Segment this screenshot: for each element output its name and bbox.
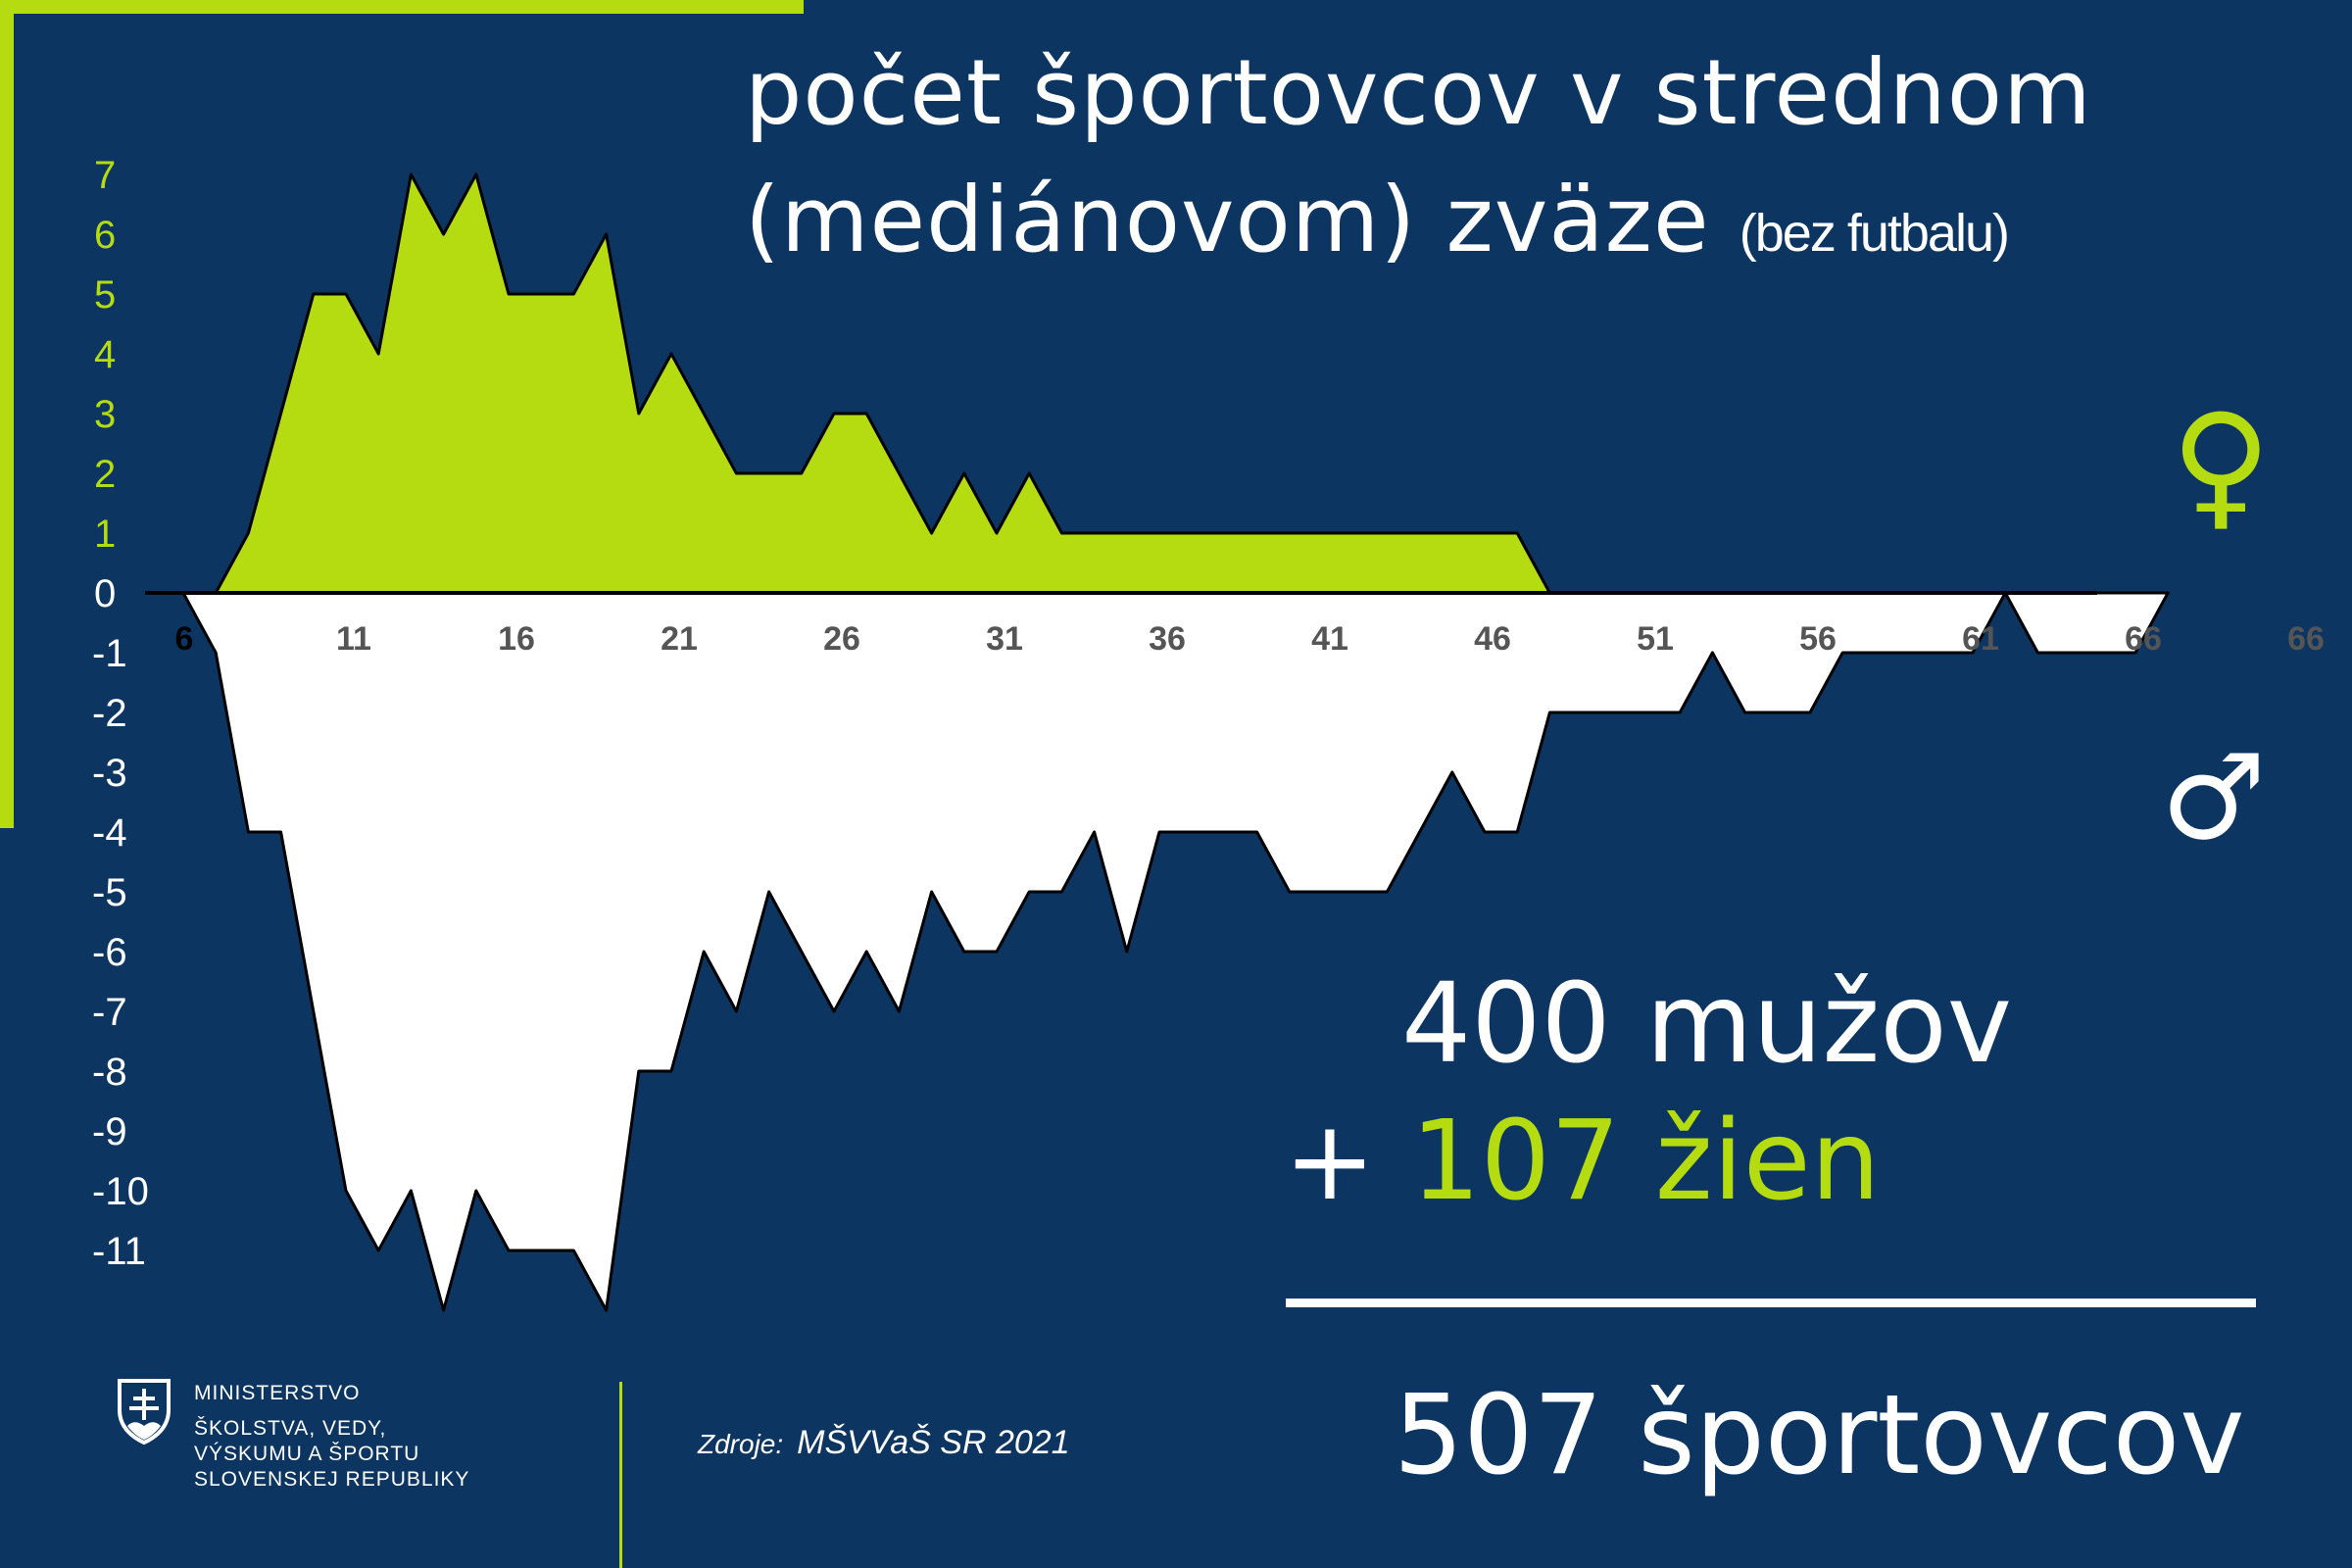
accent-bar-top xyxy=(0,0,804,14)
y-tick-label: -6 xyxy=(92,931,127,974)
women-area-series xyxy=(181,172,1551,595)
total-men: 400 mužov xyxy=(1401,960,2013,1088)
x-tick-label: 11 xyxy=(336,620,371,658)
x-tick-label: 61 xyxy=(1962,620,1999,658)
y-tick-label: 4 xyxy=(94,333,116,376)
y-tick-label: 6 xyxy=(94,214,116,257)
y-tick-label: 2 xyxy=(94,453,116,496)
men-area-series xyxy=(181,591,2170,1312)
x-tick-label: 36 xyxy=(1149,620,1186,658)
ministry-line-1: MINISTERSTVO xyxy=(194,1382,361,1404)
title-line-2-main: (mediánovom) zväze xyxy=(745,168,1710,272)
title-note: (bez futbalu) xyxy=(1739,204,2010,263)
y-tick-label: -3 xyxy=(92,752,127,795)
y-tick-label: 0 xyxy=(94,572,116,615)
title-line-2: (mediánovom) zväze (bez futbalu) xyxy=(745,157,2332,297)
y-tick-label: -5 xyxy=(92,871,127,914)
y-tick-label: -1 xyxy=(92,632,127,675)
y-tick-label: -8 xyxy=(92,1051,127,1094)
accent-bar-left xyxy=(0,0,14,828)
x-tick-label: 26 xyxy=(823,620,860,658)
female-symbol-icon: ♀ xyxy=(2171,385,2272,545)
x-tick-label: 66 xyxy=(2125,620,2162,658)
chart-title: počet športovcov v strednom (mediánovom)… xyxy=(745,29,2332,297)
y-tick-label: 7 xyxy=(94,154,116,197)
ministry-line-3: VÝSKUMU A ŠPORTU xyxy=(194,1443,420,1465)
x-tick-label: 16 xyxy=(498,620,535,658)
male-symbol-icon: ♂ xyxy=(2161,730,2267,866)
footer-divider xyxy=(619,1382,622,1568)
x-tick-label: 56 xyxy=(1799,620,1837,658)
sum-line xyxy=(1286,1298,2256,1307)
x-tick-label: 46 xyxy=(1474,620,1511,658)
source-label: Zdroje: xyxy=(698,1429,784,1459)
x-tick-label: 66 xyxy=(2287,620,2325,658)
ministry-logo: MINISTERSTVO ŠKOLSTVA, VEDY, VÝSKUMU A Š… xyxy=(116,1377,508,1524)
source-note: Zdroje: MŠVVaŠ SR 2021 xyxy=(698,1421,1070,1466)
x-tick-label: 51 xyxy=(1637,620,1674,658)
y-tick-label: -11 xyxy=(92,1230,146,1273)
total-athletes: 507 športovcov xyxy=(1394,1372,2245,1499)
y-tick-label: 1 xyxy=(94,513,116,556)
ministry-line-4: SLOVENSKEJ REPUBLIKY xyxy=(194,1468,470,1491)
x-tick-label: 31 xyxy=(986,620,1023,658)
title-line-1: počet športovcov v strednom xyxy=(745,40,2092,145)
x-tick-label: 41 xyxy=(1311,620,1348,658)
y-tick-label: -4 xyxy=(92,811,127,855)
y-tick-label: -2 xyxy=(92,692,127,735)
slovak-coat-of-arms-icon xyxy=(118,1379,171,1446)
y-tick-label: -10 xyxy=(92,1170,149,1213)
total-women-row: + 107 žien xyxy=(1284,1093,1881,1230)
source-value: MŠVVaŠ SR 2021 xyxy=(797,1424,1070,1461)
ministry-name: MINISTERSTVO ŠKOLSTVA, VEDY, VÝSKUMU A Š… xyxy=(194,1381,469,1493)
y-tick-label: 5 xyxy=(94,273,116,317)
y-tick-label: 3 xyxy=(94,393,116,436)
y-tick-label: -7 xyxy=(92,991,127,1034)
total-women: 107 žien xyxy=(1410,1098,1881,1225)
ministry-line-2: ŠKOLSTVA, VEDY, xyxy=(194,1417,387,1440)
plus-sign: + xyxy=(1284,1098,1376,1225)
y-tick-label: -9 xyxy=(92,1110,127,1153)
x-tick-label: 21 xyxy=(661,620,698,658)
x-tick-label: 6 xyxy=(175,620,194,658)
